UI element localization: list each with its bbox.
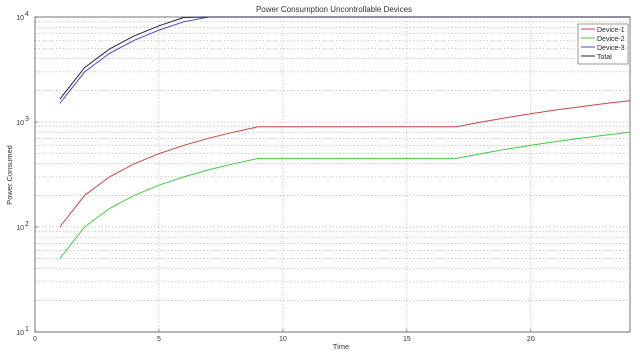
x-tick-label: 15 xyxy=(403,336,411,343)
legend-label: Total xyxy=(597,54,612,61)
legend-label: Device-2 xyxy=(597,36,625,43)
y-tick-exponent: 1 xyxy=(25,326,29,333)
legend: Device-1 Device-2 Device-3 Total xyxy=(577,23,629,65)
y-axis-label: Power Consumed xyxy=(5,145,14,205)
series-line-device-2 xyxy=(59,131,631,259)
series-line-device-1 xyxy=(59,100,631,228)
y-tick-label: 10 xyxy=(16,120,24,127)
x-tick-label: 20 xyxy=(527,336,535,343)
x-tick-label: 0 xyxy=(33,336,37,343)
y-tick-exponent: 2 xyxy=(25,221,29,228)
y-tick-exponent: 4 xyxy=(25,11,29,18)
grid xyxy=(35,17,630,333)
legend-label: Device-1 xyxy=(597,27,625,34)
series-line-device-3 xyxy=(59,16,630,104)
x-axis: 0 5 10 15 20 xyxy=(33,329,535,343)
x-axis-label: Time xyxy=(333,342,349,351)
y-tick-label: 10 xyxy=(16,330,24,337)
y-tick-label: 10 xyxy=(16,15,24,22)
chart-title: Power Consumption Uncontrollable Devices xyxy=(256,5,412,14)
y-tick-exponent: 3 xyxy=(25,116,29,123)
x-tick-label: 5 xyxy=(157,336,161,343)
series-lines xyxy=(59,16,631,259)
plot-frame xyxy=(34,16,631,333)
series-line-total xyxy=(59,16,630,100)
y-tick-label: 10 xyxy=(16,225,24,232)
legend-label: Device-3 xyxy=(597,45,625,52)
legend-box xyxy=(577,23,629,65)
x-tick-label: 10 xyxy=(279,336,287,343)
